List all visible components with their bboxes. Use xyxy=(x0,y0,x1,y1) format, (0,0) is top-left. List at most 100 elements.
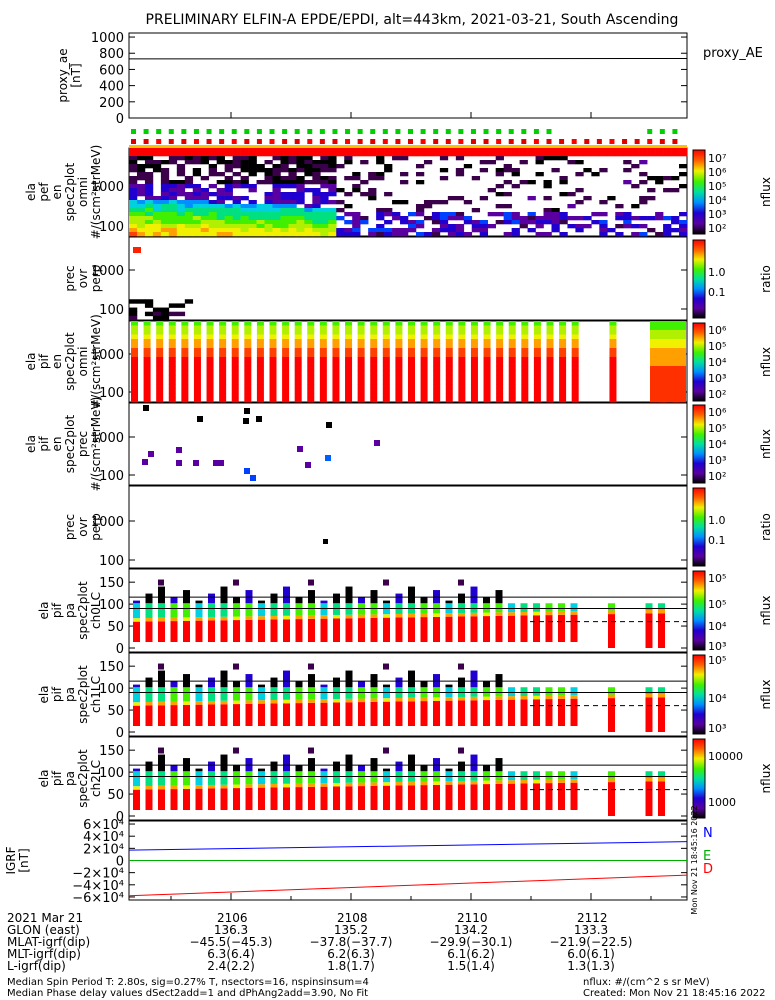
heatmap-cell xyxy=(408,781,415,786)
quality-flag-green xyxy=(408,129,413,134)
heatmap-cell xyxy=(470,388,478,394)
heatmap-cell xyxy=(445,784,453,810)
heatmap-cell xyxy=(269,348,277,353)
heatmap-cell xyxy=(143,384,151,389)
heatmap-cell xyxy=(370,782,378,786)
ylabel-prec_ovr_perp_i: prec xyxy=(63,514,77,540)
heatmap-cell xyxy=(663,228,672,233)
heatmap-cell xyxy=(471,208,481,213)
heatmap-cell xyxy=(420,397,428,403)
colorbar-prec_ovr_perp_e xyxy=(692,239,706,319)
heatmap-cell xyxy=(483,393,491,398)
quality-flag-red xyxy=(332,139,338,144)
heatmap-cell xyxy=(168,375,176,380)
heatmap-cell xyxy=(272,192,281,197)
heatmap-cell xyxy=(208,152,217,157)
heatmap-cell xyxy=(129,156,138,161)
ylabel-prec_ovr_perp_i: ovr xyxy=(76,517,90,536)
heatmap-cell xyxy=(219,339,227,344)
heatmap-cell xyxy=(575,188,584,193)
footer-value: 6.0(6.1) xyxy=(567,947,615,961)
heatmap-cell xyxy=(382,370,390,376)
heatmap-cell xyxy=(216,188,225,193)
heatmap-cell xyxy=(282,393,290,398)
ytick-label-ela_pif_pa_spec2plot_ch0LC: 100 xyxy=(99,598,124,613)
heatmap-cell xyxy=(296,184,305,189)
heatmap-cell xyxy=(270,603,278,616)
heatmap-cell xyxy=(455,168,465,173)
heatmap-cell xyxy=(508,339,516,344)
heatmap-cell xyxy=(527,228,536,233)
heatmap-cell xyxy=(535,220,544,225)
heatmap-cell xyxy=(144,180,154,185)
heatmap-cell xyxy=(663,224,672,229)
heatmap-cell xyxy=(288,196,297,201)
heatmap-cell xyxy=(270,761,278,772)
heatmap-cell xyxy=(152,148,162,153)
ylabel-ela_pif_pa_spec2plot_ch1LC: ela xyxy=(37,685,51,703)
heatmap-cell xyxy=(244,408,250,414)
heatmap-cell xyxy=(368,148,377,153)
heatmap-cell xyxy=(392,232,401,237)
heatmap-cell xyxy=(143,339,151,344)
heatmap-cell xyxy=(296,208,305,213)
heatmap-cell xyxy=(392,212,401,217)
heatmap-cell xyxy=(320,220,329,225)
heatmap-cell xyxy=(328,220,337,225)
heatmap-cell xyxy=(144,311,154,317)
heatmap-cell xyxy=(168,343,176,349)
heatmap-cell xyxy=(307,325,315,331)
heatmap-cell xyxy=(559,156,568,161)
heatmap-cell xyxy=(328,216,337,221)
heatmap-cell xyxy=(470,784,478,810)
heatmap-cell xyxy=(193,393,201,398)
heatmap-cell xyxy=(328,184,337,189)
heatmap-cell xyxy=(408,393,415,398)
heatmap-cell xyxy=(345,754,353,772)
heatmap-cell xyxy=(333,618,340,642)
heatmap-cell xyxy=(655,216,664,221)
heatmap-cell xyxy=(439,228,449,233)
heatmap-cell xyxy=(382,357,390,362)
heatmap-cell xyxy=(258,768,265,772)
quality-flag-green xyxy=(181,129,187,134)
panel-frame-ela_pif_en_spec2plot_prec xyxy=(128,402,688,486)
heatmap-cell xyxy=(533,687,540,696)
heatmap-cell xyxy=(218,460,224,466)
heatmap-cell xyxy=(571,330,579,335)
ylabel-ela_pif_pa_spec2plot_ch0LC: pif xyxy=(50,602,64,618)
heatmap-cell xyxy=(152,204,162,209)
heatmap-cell xyxy=(559,375,567,380)
heatmap-cell xyxy=(332,334,340,340)
heatmap-cell xyxy=(439,220,449,225)
heatmap-cell xyxy=(533,783,540,810)
heatmap-cell xyxy=(200,228,210,233)
ylabel-ela_pef_en_spec2plot_omni: #/(scm²strMeV) xyxy=(89,145,103,240)
colorbar-tick-ela_pif_en_spec2plot_prec: 10⁵ xyxy=(708,422,726,435)
heatmap-cell xyxy=(358,786,365,810)
heatmap-cell xyxy=(495,148,504,153)
heatmap-cell xyxy=(168,208,178,213)
heatmap-cell xyxy=(131,334,138,340)
heatmap-cell xyxy=(445,388,453,394)
heatmap-cell xyxy=(160,152,170,157)
heatmap-cell xyxy=(270,787,278,810)
heatmap-cell xyxy=(328,224,337,229)
heatmap-cell xyxy=(160,204,170,209)
heatmap-cell xyxy=(483,334,491,340)
heatmap-cell xyxy=(184,176,194,181)
footer-value: 2.4(2.2) xyxy=(207,959,255,973)
quality-flag-green xyxy=(269,129,275,134)
heatmap-cell xyxy=(463,200,473,205)
heatmap-cell xyxy=(328,232,337,237)
heatmap-cell xyxy=(216,148,225,153)
heatmap-cell xyxy=(328,160,337,165)
heatmap-cell xyxy=(415,208,425,213)
heatmap-cell xyxy=(623,216,632,221)
heatmap-cell xyxy=(129,160,138,165)
heatmap-cell xyxy=(176,164,186,169)
quality-flag-red xyxy=(319,139,325,144)
heatmap-cell xyxy=(415,180,425,185)
heatmap-cell xyxy=(357,352,365,358)
heatmap-cell xyxy=(183,603,190,618)
